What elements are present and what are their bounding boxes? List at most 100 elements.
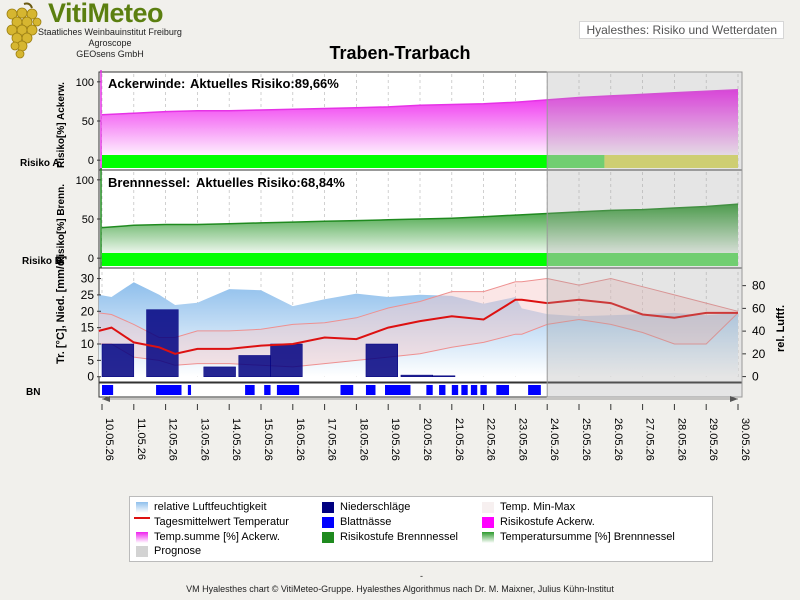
rain-bars bbox=[101, 309, 456, 377]
brennnessel-temp-sum-line bbox=[101, 203, 739, 229]
x-tick-label: 13.05.26 bbox=[198, 418, 210, 461]
x-tick-label: 16.05.26 bbox=[294, 418, 306, 461]
risk-b-row-label: Risiko B. bbox=[22, 256, 65, 267]
rain-bar bbox=[203, 366, 236, 377]
left-tick-label: 30 bbox=[81, 272, 95, 286]
y-tick-label: 0 bbox=[88, 155, 94, 167]
x-tick-label: 10.05.26 bbox=[103, 418, 115, 461]
y-tick-label: 0 bbox=[88, 253, 94, 265]
right-tick-label: 80 bbox=[752, 279, 766, 293]
legend-swatch-wetness bbox=[322, 517, 334, 528]
y-tick-label: 50 bbox=[82, 116, 94, 128]
scroll-left-icon[interactable] bbox=[102, 396, 110, 402]
right-tick-label: 40 bbox=[752, 324, 766, 338]
leaf-wetness-strip: BN bbox=[26, 382, 743, 398]
right-tick-label: 20 bbox=[752, 347, 766, 361]
brennnessel-risk-bar bbox=[102, 253, 738, 266]
rain-bar bbox=[365, 343, 398, 377]
wetness-bar bbox=[426, 385, 433, 395]
brennnessel-risk-text: Aktuelles Risiko:68,84% bbox=[196, 175, 345, 190]
wetness-bar bbox=[187, 385, 192, 395]
ackerwinde-temp-sum-area bbox=[102, 89, 738, 161]
brennnessel-temp-sum-area bbox=[102, 204, 738, 259]
logo-line-3: GEOsens GmbH bbox=[76, 49, 144, 59]
logo-line-2: Agroscope bbox=[88, 38, 132, 48]
rain-bar bbox=[101, 343, 135, 377]
wetness-bar bbox=[470, 385, 478, 395]
ackerwinde-y-axis-label: Risiko[%] Ackerw. bbox=[56, 82, 67, 168]
y-tick-label: 100 bbox=[76, 77, 94, 89]
legend-swatch-humidity bbox=[136, 502, 148, 513]
ackerwinde-panel: 0 50 100 Ackerwinde: Aktuelles Risiko:89,6… bbox=[20, 70, 743, 172]
legend-swatch-risk-brenn bbox=[322, 532, 334, 543]
legend-temp-mean: Tagesmittelwert Temperatur bbox=[154, 516, 289, 528]
left-tick-label: 20 bbox=[81, 304, 95, 318]
risk-segment bbox=[547, 253, 738, 266]
legend-swatch-temp-line bbox=[134, 517, 150, 519]
x-tick-label: 30.05.26 bbox=[739, 418, 751, 461]
rain-bar bbox=[146, 309, 179, 377]
x-tick-label: 22.05.26 bbox=[485, 418, 497, 461]
date-axis: 10.05.26 11.05.26 12.05.26 13.05.26 14.05.26… bbox=[101, 404, 751, 461]
wetness-bar bbox=[245, 385, 255, 395]
wetness-bar bbox=[340, 385, 354, 395]
rain-bar bbox=[432, 375, 456, 377]
wetness-bar bbox=[461, 385, 468, 395]
logo-grapes bbox=[2, 2, 46, 60]
wetness-bar bbox=[102, 385, 114, 395]
wetness-bar bbox=[439, 385, 446, 395]
risk-a-row-label: Risiko A. bbox=[20, 158, 63, 169]
legend-minmax: Temp. Min-Max bbox=[500, 501, 576, 513]
wetness-bar bbox=[156, 385, 182, 395]
weather-y-right-label: rel. Luftf. bbox=[775, 305, 787, 352]
legend-risk-brenn: Risikostufe Brennnessel bbox=[340, 531, 459, 543]
legend-forecast: Prognose bbox=[154, 545, 202, 557]
logo-title: VitiMeteo bbox=[48, 0, 164, 28]
humidity-area bbox=[98, 282, 739, 377]
x-tick-label: 24.05.26 bbox=[548, 418, 560, 461]
x-tick-label: 25.05.26 bbox=[580, 418, 592, 461]
forecast-overlay bbox=[546, 71, 743, 398]
right-tick-label: 60 bbox=[752, 301, 766, 315]
left-tick-label: 25 bbox=[81, 288, 95, 302]
risk-segment bbox=[604, 155, 738, 168]
wetness-bar bbox=[451, 385, 459, 395]
time-scrollbar[interactable] bbox=[102, 396, 738, 402]
ackerwinde-risk-bar bbox=[102, 155, 738, 168]
x-tick-label: 28.05.26 bbox=[675, 418, 687, 461]
right-tick-label: 0 bbox=[752, 370, 759, 384]
legend-swatch-forecast bbox=[136, 546, 148, 557]
brennnessel-label: Brennnessel: bbox=[108, 175, 190, 190]
legend: relative Luftfeuchtigkeit Niederschläge … bbox=[129, 496, 713, 562]
logo-line-1: Staatliches Weinbauinstitut Freiburg bbox=[38, 27, 182, 37]
footer-dash: - bbox=[420, 571, 423, 581]
wetness-bar bbox=[264, 385, 271, 395]
ackerwinde-risk-text: Aktuelles Risiko:89,66% bbox=[190, 76, 339, 91]
legend-humidity: relative Luftfeuchtigkeit bbox=[154, 501, 267, 513]
legend-swatch-tempsum-brenn bbox=[482, 532, 494, 543]
x-tick-label: 12.05.26 bbox=[167, 418, 179, 461]
scroll-right-icon[interactable] bbox=[730, 396, 738, 402]
x-tick-label: 14.05.26 bbox=[230, 418, 242, 461]
brennnessel-panel: 0 50 100 Brennnessel: Aktuelles Risiko:68,… bbox=[22, 168, 743, 270]
wetness-bar bbox=[276, 385, 300, 395]
x-tick-label: 15.05.26 bbox=[262, 418, 274, 461]
legend-risk-acker: Risikostufe Ackerw. bbox=[500, 516, 595, 528]
wetness-bar bbox=[528, 385, 541, 395]
left-tick-label: 5 bbox=[87, 353, 94, 367]
x-tick-label: 26.05.26 bbox=[612, 418, 624, 461]
report-badge: Hyalesthes: Risiko und Wetterdaten bbox=[579, 21, 784, 39]
rain-bar bbox=[400, 374, 433, 377]
x-tick-label: 17.05.26 bbox=[326, 418, 338, 461]
x-tick-label: 11.05.26 bbox=[135, 418, 147, 460]
y-tick-label: 100 bbox=[76, 175, 94, 187]
left-tick-label: 15 bbox=[81, 321, 95, 335]
bn-row-label: BN bbox=[26, 387, 40, 398]
wetness-bar bbox=[365, 385, 376, 395]
wetness-bar bbox=[496, 385, 510, 395]
ackerwinde-temp-sum-line bbox=[101, 88, 739, 116]
chart-title: Traben-Trarbach bbox=[329, 43, 471, 63]
legend-rain: Niederschläge bbox=[340, 501, 411, 513]
legend-swatch-rain bbox=[322, 502, 334, 513]
